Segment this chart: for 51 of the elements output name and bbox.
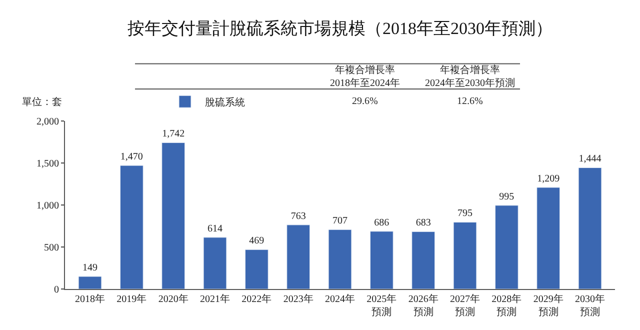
bar (286, 224, 310, 289)
y-tick-label: 500 (44, 242, 59, 254)
x-tick-label: 2019年 (116, 293, 147, 305)
x-tick-label: 2029年預測 (533, 293, 564, 318)
bar (78, 276, 102, 289)
x-tick-label: 2030年預測 (575, 293, 605, 318)
bar (370, 231, 394, 289)
y-tick-label: 1,500 (36, 158, 59, 170)
x-tick-label: 2023年 (283, 293, 314, 305)
text: 149 (82, 262, 98, 274)
x-tick-label: 2021年 (200, 293, 230, 305)
text: 683 (416, 218, 431, 229)
x-tick-label: 2022年 (242, 293, 272, 305)
text: 年複合增長率 2018年至2024年 (330, 64, 400, 89)
y-tick-label: 0 (54, 284, 59, 296)
y-tick-label: 2,000 (36, 116, 59, 128)
x-tick-label: 2018年 (75, 293, 105, 305)
bar (203, 237, 227, 289)
text: 614 (208, 223, 222, 234)
text: 29.6% (352, 96, 378, 107)
chart-title: 按年交付量計脫硫系統市場規模（2018年至2030年預測） (128, 18, 552, 38)
bar (328, 229, 352, 289)
x-tick-label: 2024年 (325, 293, 355, 305)
x-tick-label: 2020年 (158, 293, 188, 305)
x-tick-label: 2025年預測 (366, 293, 397, 318)
text: 795 (458, 208, 472, 220)
x-tick-label: 2026年預測 (408, 293, 438, 318)
legend-label: 脫硫系統 (205, 96, 245, 108)
y-tick-label: 1,000 (36, 200, 59, 212)
bar (494, 205, 518, 289)
text: 1,444 (578, 154, 602, 165)
bar (120, 165, 144, 289)
bar (244, 249, 268, 289)
text: 469 (249, 236, 264, 247)
text: 686 (374, 217, 390, 228)
text: 763 (290, 210, 306, 222)
text: 1,470 (120, 152, 143, 163)
bar (162, 142, 186, 289)
bar (412, 231, 436, 289)
text: 1,209 (537, 173, 560, 184)
bar (453, 222, 477, 289)
text: 1,742 (162, 128, 185, 140)
text: 707 (332, 216, 348, 227)
x-tick-label: 2028年預測 (492, 293, 522, 318)
bar (536, 187, 560, 289)
text: 單位：套 (22, 96, 62, 108)
text: 年複合增長率 2024年至2030年預測 (425, 64, 515, 89)
bar (578, 167, 602, 289)
x-tick-label: 2027年預測 (450, 293, 480, 318)
text: 995 (499, 191, 514, 202)
text: 12.6% (457, 96, 483, 107)
